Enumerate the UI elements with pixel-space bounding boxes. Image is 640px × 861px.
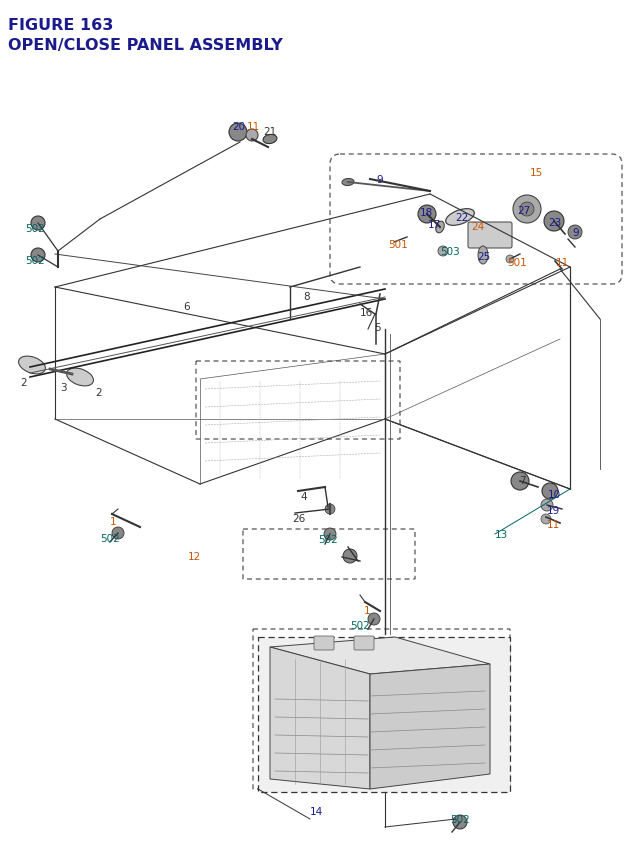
- Ellipse shape: [478, 247, 488, 264]
- Text: 11: 11: [556, 257, 569, 268]
- Text: OPEN/CLOSE PANEL ASSEMBLY: OPEN/CLOSE PANEL ASSEMBLY: [8, 38, 283, 53]
- Circle shape: [112, 528, 124, 539]
- Circle shape: [513, 195, 541, 224]
- Circle shape: [520, 202, 534, 217]
- Text: 6: 6: [183, 301, 189, 312]
- Text: 14: 14: [310, 806, 323, 816]
- Circle shape: [31, 217, 45, 231]
- Circle shape: [541, 514, 551, 524]
- Text: 12: 12: [188, 551, 201, 561]
- Text: 8: 8: [303, 292, 310, 301]
- FancyBboxPatch shape: [314, 636, 334, 650]
- Ellipse shape: [67, 369, 93, 387]
- FancyBboxPatch shape: [468, 223, 512, 249]
- Polygon shape: [270, 637, 490, 674]
- Text: 501: 501: [388, 239, 408, 250]
- Text: 5: 5: [374, 323, 381, 332]
- Circle shape: [368, 613, 380, 625]
- Polygon shape: [370, 664, 490, 789]
- Text: 9: 9: [572, 228, 579, 238]
- Text: FIGURE 163: FIGURE 163: [8, 18, 113, 33]
- FancyBboxPatch shape: [258, 637, 510, 792]
- Text: 4: 4: [300, 492, 307, 501]
- Ellipse shape: [263, 135, 277, 145]
- Circle shape: [324, 529, 336, 541]
- Text: 26: 26: [292, 513, 305, 523]
- Circle shape: [568, 226, 582, 239]
- Circle shape: [541, 499, 553, 511]
- Circle shape: [438, 247, 448, 257]
- Text: 7: 7: [519, 475, 525, 486]
- Text: 2: 2: [20, 378, 27, 387]
- Text: 503: 503: [440, 247, 460, 257]
- Ellipse shape: [445, 209, 474, 226]
- Text: 1: 1: [110, 517, 116, 526]
- Text: 501: 501: [507, 257, 527, 268]
- Text: 19: 19: [547, 505, 560, 516]
- Text: 2: 2: [95, 387, 102, 398]
- Ellipse shape: [436, 222, 444, 233]
- Text: 502: 502: [25, 224, 45, 233]
- Text: 3: 3: [60, 382, 67, 393]
- FancyBboxPatch shape: [354, 636, 374, 650]
- Text: 9: 9: [376, 175, 383, 185]
- Text: 15: 15: [530, 168, 543, 177]
- Text: 502: 502: [318, 535, 338, 544]
- Circle shape: [343, 549, 357, 563]
- Circle shape: [453, 815, 467, 829]
- Circle shape: [229, 124, 247, 142]
- Text: 17: 17: [428, 220, 441, 230]
- Text: 10: 10: [548, 489, 561, 499]
- Circle shape: [418, 206, 436, 224]
- Text: 11: 11: [247, 122, 260, 132]
- Text: 18: 18: [420, 208, 433, 218]
- Text: 23: 23: [548, 218, 561, 228]
- Ellipse shape: [19, 356, 45, 375]
- Text: 502: 502: [25, 256, 45, 266]
- Text: 24: 24: [471, 222, 484, 232]
- Text: 21: 21: [263, 127, 276, 137]
- Text: 20: 20: [232, 122, 245, 132]
- Circle shape: [31, 249, 45, 263]
- Text: 502: 502: [450, 814, 470, 824]
- Polygon shape: [270, 647, 370, 789]
- Text: 16: 16: [360, 307, 373, 318]
- Text: 25: 25: [477, 251, 490, 262]
- Text: 11: 11: [547, 519, 560, 530]
- Text: 27: 27: [517, 206, 531, 216]
- Text: 1: 1: [364, 605, 371, 616]
- Circle shape: [246, 130, 258, 142]
- Text: 13: 13: [495, 530, 508, 539]
- Circle shape: [542, 483, 558, 499]
- Text: 502: 502: [350, 620, 370, 630]
- Text: 22: 22: [455, 213, 468, 223]
- Circle shape: [325, 505, 335, 514]
- Ellipse shape: [342, 179, 354, 186]
- Circle shape: [506, 256, 514, 263]
- Circle shape: [544, 212, 564, 232]
- Text: 502: 502: [100, 533, 120, 543]
- Circle shape: [511, 473, 529, 491]
